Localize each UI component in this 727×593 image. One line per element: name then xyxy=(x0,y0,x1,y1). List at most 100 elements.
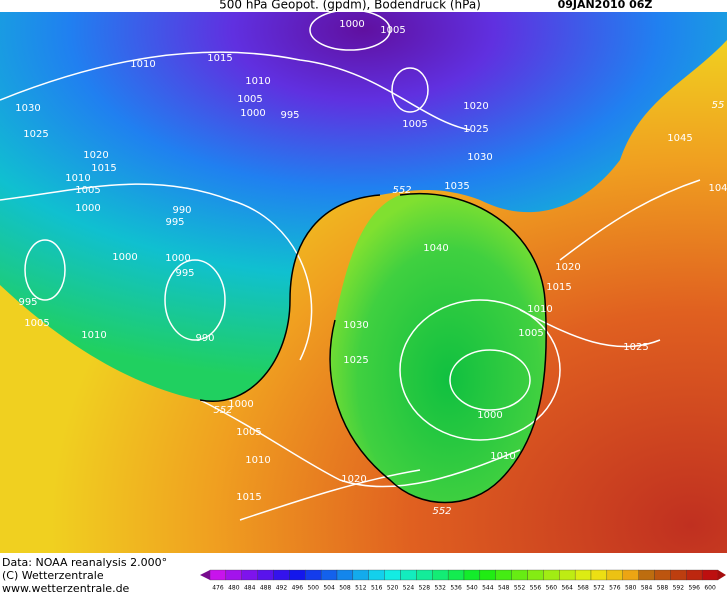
scale-swatch xyxy=(225,569,242,581)
isobar-label: 995 xyxy=(165,217,184,228)
scale-swatch xyxy=(416,569,433,581)
isobar-label: 1030 xyxy=(15,103,40,114)
header-band xyxy=(0,0,727,12)
data-source: Data: NOAA reanalysis 2.000° xyxy=(2,556,167,569)
scale-label: 504 xyxy=(323,585,335,592)
isobar-label: 995 xyxy=(18,297,37,308)
scale-swatch xyxy=(495,569,512,581)
scale-label: 540 xyxy=(466,585,478,592)
scale-label: 508 xyxy=(339,585,351,592)
isobar-label: 1025 xyxy=(343,355,368,366)
low-height-region xyxy=(0,10,727,402)
scale-swatch xyxy=(241,569,258,581)
isobars xyxy=(0,9,701,521)
scale-label: 480 xyxy=(228,585,240,592)
isobar-label: 1010 xyxy=(490,451,515,462)
scale-label: 484 xyxy=(244,585,256,592)
contour-label: 552 xyxy=(213,405,232,416)
scale-label: 520 xyxy=(387,585,399,592)
contour-552 xyxy=(199,192,547,504)
isobar-label: 1010 xyxy=(81,330,106,341)
scale-label: 588 xyxy=(657,585,669,592)
isobar-label: 1045 xyxy=(667,133,692,144)
scale-swatch xyxy=(590,569,608,581)
website: www.wetterzentrale.de xyxy=(2,582,130,593)
scale-swatch xyxy=(686,569,703,581)
scale-label: 560 xyxy=(546,585,558,592)
scale-label: 512 xyxy=(355,585,367,592)
scale-label: 596 xyxy=(688,585,700,592)
scale-label: 584 xyxy=(641,585,653,592)
isobar-label: 1020 xyxy=(555,262,580,273)
isobar-label: 1000 xyxy=(75,203,100,214)
scale-swatch xyxy=(527,569,544,581)
isobar-label: 1025 xyxy=(23,129,48,140)
scale-label: 592 xyxy=(673,585,685,592)
map-title: 500 hPa Geopot. (gpdm), Bodendruck (hPa) xyxy=(219,0,481,12)
isobar-label: 1010 xyxy=(130,59,155,70)
scale-swatch xyxy=(559,569,576,581)
scale-label: 492 xyxy=(276,585,288,592)
isobar-label: 1015 xyxy=(236,492,261,503)
scale-label: 528 xyxy=(419,585,431,592)
isobar-label: 1010 xyxy=(527,304,552,315)
scale-label: 552 xyxy=(514,585,526,592)
trough-region xyxy=(330,193,547,503)
isobar-label: 1020 xyxy=(83,150,108,161)
isobar-label: 1005 xyxy=(24,318,49,329)
scale-swatch xyxy=(305,569,322,581)
scale-label: 600 xyxy=(704,585,716,592)
scale-label: 524 xyxy=(403,585,415,592)
isobar-label: 1005 xyxy=(236,427,261,438)
scale-label: 576 xyxy=(609,585,621,592)
isobar-label: 1005 xyxy=(402,119,427,130)
scale-swatch xyxy=(289,569,306,581)
isobar-label: 1000 xyxy=(477,410,502,421)
isobar-label: 1030 xyxy=(467,152,492,163)
isobar-label: 1000 xyxy=(339,19,364,30)
isobar-label: 1025 xyxy=(623,342,648,353)
scale-swatch xyxy=(622,569,639,581)
scale-swatch xyxy=(463,569,481,581)
map-date: 09JAN2010 06Z xyxy=(558,0,653,11)
isobar-label: 1000 xyxy=(240,108,265,119)
scale-swatch xyxy=(336,569,354,581)
isobar-label: 1010 xyxy=(245,455,270,466)
scale-label: 572 xyxy=(593,585,605,592)
scale-label: 548 xyxy=(498,585,510,592)
scale-swatch xyxy=(368,569,385,581)
isobar-label: 1015 xyxy=(91,163,116,174)
contour-label: 552 xyxy=(432,506,451,517)
isobar-label: 1015 xyxy=(546,282,571,293)
scale-arrow-right xyxy=(718,570,726,580)
contour-label: 552 xyxy=(392,185,411,196)
isobar-label: 1005 xyxy=(237,94,262,105)
scale-swatch xyxy=(638,569,655,581)
isobar-label: 1005 xyxy=(380,25,405,36)
scale-label: 476 xyxy=(212,585,224,592)
scale-swatch xyxy=(479,569,496,581)
scale-label: 544 xyxy=(482,585,494,592)
isobar-label: 1035 xyxy=(444,181,469,192)
scale-swatch xyxy=(257,569,274,581)
scale-arrow-left xyxy=(200,570,210,580)
scale-swatch xyxy=(320,569,338,581)
scale-label: 496 xyxy=(292,585,304,592)
scale-swatch xyxy=(654,569,671,581)
isobar-label: 1010 xyxy=(245,76,270,87)
scale-label: 564 xyxy=(561,585,573,592)
scale-swatch xyxy=(606,569,623,581)
scale-swatch xyxy=(543,569,560,581)
copyright: (C) Wetterzentrale xyxy=(2,569,104,582)
scale-label: 488 xyxy=(260,585,272,592)
isobar-label: 990 xyxy=(195,333,214,344)
scale-label: 500 xyxy=(307,585,319,592)
scale-swatch xyxy=(670,569,687,581)
scale-label: 532 xyxy=(434,585,446,592)
scale-label: 580 xyxy=(625,585,637,592)
isobar-label: 1025 xyxy=(463,124,488,135)
isobar-label: 1005 xyxy=(75,185,100,196)
isobar-label: 1000 xyxy=(112,252,137,263)
isobar-label: 995 xyxy=(280,110,299,121)
